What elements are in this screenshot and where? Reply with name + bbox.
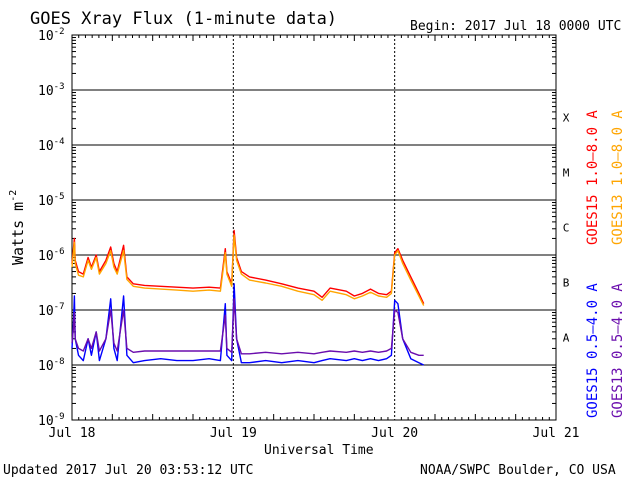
series-line: [71, 298, 424, 356]
legend-entry: GOES13 1.0–8.0 A: [610, 110, 626, 245]
y-axis-label-text: Watts m: [9, 202, 27, 265]
flare-class-label: X: [563, 112, 570, 125]
flare-class-layer: X M C B A: [563, 112, 570, 345]
data-source: NOAA/SWPC Boulder, CO USA: [420, 463, 616, 478]
y-tick-base: 10: [38, 194, 54, 209]
series-line: [71, 234, 425, 306]
x-tick-layer: Jul 18 Jul 19 Jul 20 Jul 21: [49, 35, 580, 441]
y-tick-base: 10: [38, 304, 54, 319]
y-tick-exponent: -2: [54, 27, 65, 37]
x-tick-label: Jul 19: [210, 426, 257, 441]
updated-timestamp: Updated 2017 Jul 20 03:53:12 UTC: [3, 463, 253, 478]
flare-class-label: M: [563, 167, 570, 180]
x-tick-label: Jul 20: [371, 426, 418, 441]
y-tick-base: 10: [38, 29, 54, 44]
legend: GOES15 1.0–8.0 A GOES13 1.0–8.0 A GOES15 0…: [585, 110, 626, 418]
y-tick-label: 10-8: [38, 357, 65, 374]
y-tick-exponent: -5: [54, 192, 65, 202]
y-axis-label: Watts m-2: [8, 190, 27, 265]
legend-entry: GOES15 1.0–8.0 A: [585, 110, 601, 245]
y-tick-exponent: -3: [54, 82, 65, 92]
y-tick-label: 10-5: [38, 192, 65, 209]
flare-class-label: A: [563, 332, 570, 345]
grid-layer: [72, 35, 556, 420]
series-layer: [71, 229, 425, 366]
y-tick-label: 10-3: [38, 82, 65, 99]
y-tick-layer: 10-210-310-410-510-610-710-810-9: [38, 27, 556, 429]
chart-title: GOES Xray Flux (1-minute data): [30, 9, 337, 29]
x-tick-label: Jul 21: [533, 426, 580, 441]
begin-label: Begin: 2017 Jul 18 0000 UTC: [410, 19, 621, 34]
y-tick-label: 10-6: [38, 247, 65, 264]
y-axis-label-sup: -2: [8, 190, 19, 202]
y-tick-exponent: -4: [54, 137, 65, 147]
legend-entry: GOES13 0.5–4.0 A: [610, 283, 626, 418]
x-tick-label: Jul 18: [49, 426, 96, 441]
y-tick-exponent: -6: [54, 247, 65, 257]
y-tick-label: 10-7: [38, 302, 65, 319]
y-tick-exponent: -8: [54, 357, 65, 367]
y-tick-base: 10: [38, 249, 54, 264]
y-tick-base: 10: [38, 359, 54, 374]
legend-entry: GOES15 0.5–4.0 A: [585, 283, 601, 418]
y-tick-base: 10: [38, 414, 54, 429]
y-tick-label: 10-2: [38, 27, 65, 44]
y-tick-exponent: -7: [54, 302, 65, 312]
flare-class-label: B: [563, 277, 570, 290]
y-tick-exponent: -9: [54, 412, 65, 422]
x-axis-label: Universal Time: [264, 443, 374, 458]
y-tick-base: 10: [38, 84, 54, 99]
y-tick-label: 10-9: [38, 412, 65, 429]
flare-class-label: C: [563, 222, 570, 235]
y-tick-label: 10-4: [38, 137, 65, 154]
y-tick-base: 10: [38, 139, 54, 154]
